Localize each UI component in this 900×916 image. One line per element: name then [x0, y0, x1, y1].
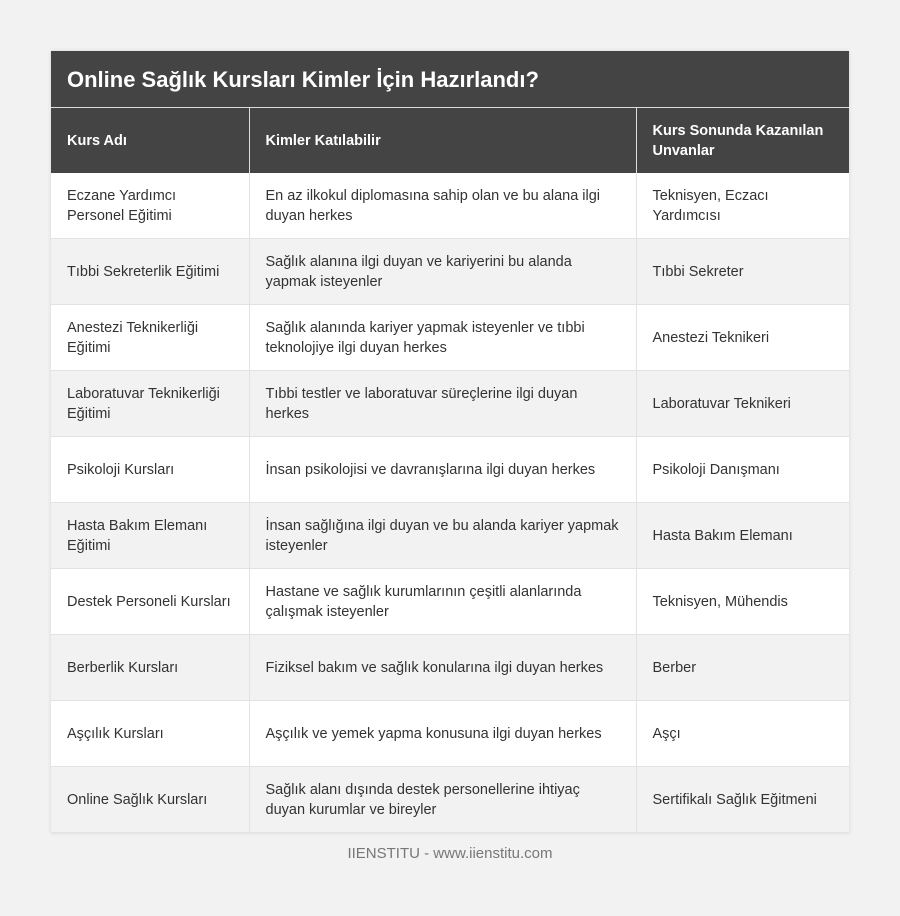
eligibility-cell: Fiziksel bakım ve sağlık konularına ilgi…	[249, 634, 637, 701]
eligibility-cell: Hastane ve sağlık kurumlarının çeşitli a…	[249, 568, 637, 635]
table-row: Tıbbi Sekreterlik Eğitimi Sağlık alanına …	[51, 238, 849, 305]
title-earned-cell: Aşçı	[636, 700, 849, 767]
table-row: Hasta Bakım Elemanı Eğitimi İnsan sağlığı…	[51, 502, 849, 569]
course-name-cell: Tıbbi Sekreterlik Eğitimi	[51, 238, 250, 305]
eligibility-cell: Sağlık alanı dışında destek personelleri…	[249, 766, 637, 833]
title-earned-cell: Anestezi Teknikeri	[636, 304, 849, 371]
table-row: Anestezi Teknikerliği Eğitimi Sağlık alan…	[51, 304, 849, 371]
title-earned-cell: Hasta Bakım Elemanı	[636, 502, 849, 569]
title-earned-cell: Berber	[636, 634, 849, 701]
eligibility-cell: Aşçılık ve yemek yapma konusuna ilgi duy…	[249, 700, 637, 767]
eligibility-cell: İnsan psikolojisi ve davranışlarına ilgi…	[249, 436, 637, 503]
eligibility-cell: Sağlık alanına ilgi duyan ve kariyerini …	[249, 238, 637, 305]
course-name-cell: Eczane Yardımcı Personel Eğitimi	[51, 173, 250, 239]
course-name-cell: Destek Personeli Kursları	[51, 568, 250, 635]
course-table-card: Online Sağlık Kursları Kimler İçin Hazır…	[51, 51, 849, 833]
title-earned-cell: Tıbbi Sekreter	[636, 238, 849, 305]
table-row: Online Sağlık Kursları Sağlık alanı dışın…	[51, 766, 849, 833]
eligibility-cell: Sağlık alanında kariyer yapmak isteyenle…	[249, 304, 637, 371]
title-earned-cell: Psikoloji Danışmanı	[636, 436, 849, 503]
eligibility-cell: İnsan sağlığına ilgi duyan ve bu alanda …	[249, 502, 637, 569]
table-row: Laboratuvar Teknikerliği Eğitimi Tıbbi te…	[51, 370, 849, 437]
title-earned-cell: Laboratuvar Teknikeri	[636, 370, 849, 437]
column-header: Kurs Sonunda Kazanılan Unvanlar	[636, 108, 849, 173]
table-row: Eczane Yardımcı Personel Eğitimi En az il…	[51, 173, 849, 239]
course-name-cell: Laboratuvar Teknikerliği Eğitimi	[51, 370, 250, 437]
eligibility-cell: Tıbbi testler ve laboratuvar süreçlerine…	[249, 370, 637, 437]
course-name-cell: Berberlik Kursları	[51, 634, 250, 701]
course-name-cell: Hasta Bakım Elemanı Eğitimi	[51, 502, 250, 569]
table-row: Destek Personeli Kursları Hastane ve sağl…	[51, 568, 849, 635]
eligibility-cell: En az ilkokul diplomasına sahip olan ve …	[249, 173, 637, 239]
table-row: Aşçılık Kursları Aşçılık ve yemek yapma k…	[51, 700, 849, 767]
course-name-cell: Online Sağlık Kursları	[51, 766, 250, 833]
column-header: Kimler Katılabilir	[249, 108, 637, 173]
table-row: Psikoloji Kursları İnsan psikolojisi ve d…	[51, 436, 849, 503]
course-name-cell: Aşçılık Kursları	[51, 700, 250, 767]
course-table: Kurs Adı Kimler Katılabilir Kurs Sonunda…	[51, 108, 849, 833]
title-earned-cell: Teknisyen, Mühendis	[636, 568, 849, 635]
table-title: Online Sağlık Kursları Kimler İçin Hazır…	[51, 51, 849, 108]
table-row: Berberlik Kursları Fiziksel bakım ve sağl…	[51, 634, 849, 701]
course-name-cell: Anestezi Teknikerliği Eğitimi	[51, 304, 250, 371]
title-earned-cell: Teknisyen, Eczacı Yardımcısı	[636, 173, 849, 239]
course-name-cell: Psikoloji Kursları	[51, 436, 250, 503]
title-earned-cell: Sertifikalı Sağlık Eğitmeni	[636, 766, 849, 833]
column-header: Kurs Adı	[51, 108, 250, 173]
footer-credit: IIENSTITU - www.iienstitu.com	[347, 845, 553, 862]
header-row: Kurs Adı Kimler Katılabilir Kurs Sonunda…	[51, 108, 849, 173]
